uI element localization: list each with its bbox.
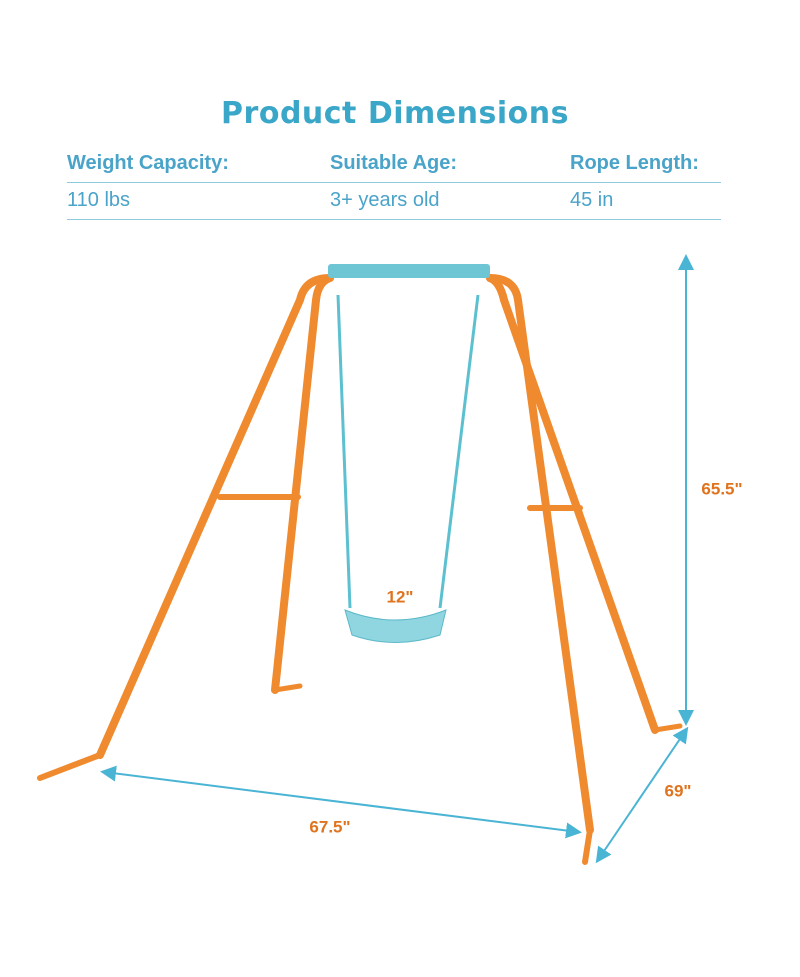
top-bar [328,264,490,278]
frame [37,274,683,865]
spec-value: 110 lbs [67,189,131,211]
spec-label: Suitable Age: [330,152,458,174]
spec-value-row: 110 lbs 3+ years old 45 in [67,183,721,220]
seat [344,609,447,643]
spec-label: Rope Length: [570,152,699,174]
spec-value: 3+ years old [330,189,440,211]
spec-label: Weight Capacity: [67,152,229,174]
seat-width-label: 12" [387,587,414,606]
title: Product Dimensions [221,96,569,131]
height-label: 65.5" [701,479,742,498]
ropes [336,294,480,609]
dimension-lines [100,254,694,864]
spec-header-row: Weight Capacity: Suitable Age: Rope Leng… [67,146,721,183]
spec-value: 45 in [570,189,614,211]
width-label: 67.5" [309,817,350,836]
depth-label: 69" [665,781,692,800]
